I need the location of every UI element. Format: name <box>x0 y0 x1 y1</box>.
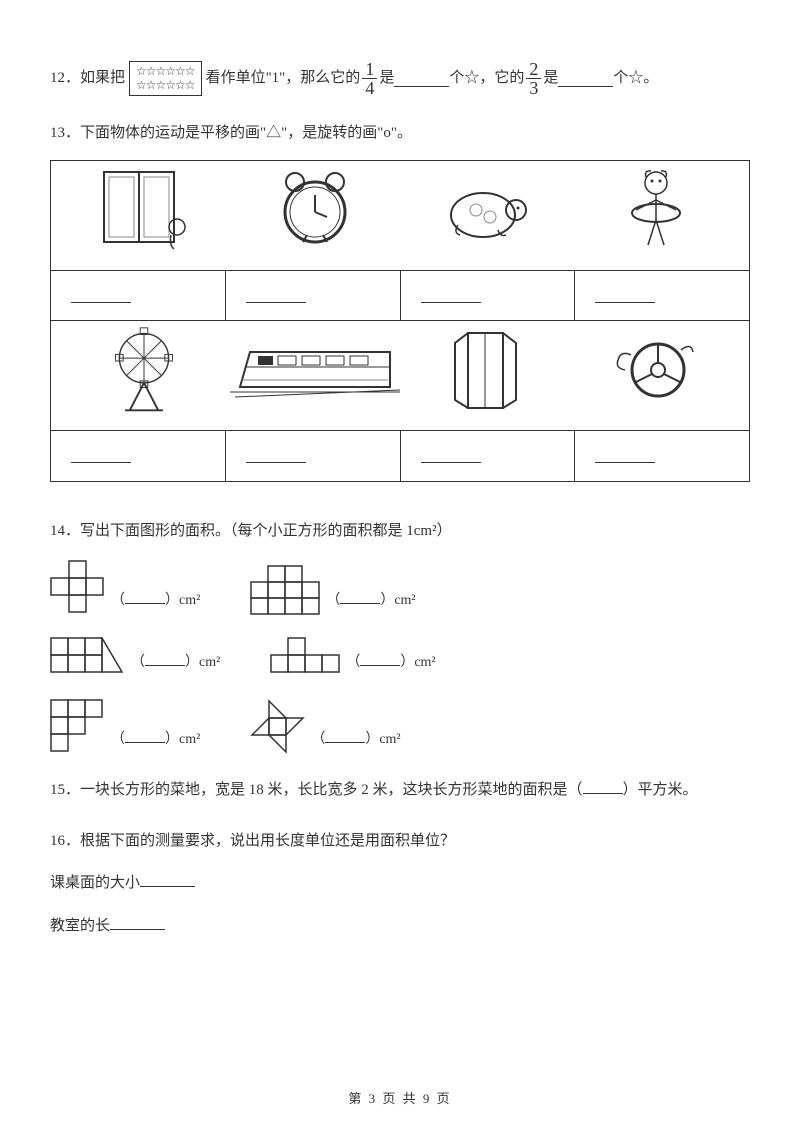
q12-mid4: 是 <box>543 64 558 93</box>
stars-row1: ☆☆☆☆☆☆ <box>136 65 195 78</box>
q15-num: 15 <box>50 782 65 798</box>
page-footer: 第 3 页 共 9 页 <box>0 1088 800 1107</box>
hoop-girl-icon <box>571 165 742 266</box>
picture-row-2 <box>51 321 749 431</box>
q15-suffix: ）平方米。 <box>623 782 698 798</box>
q12-mid1: 看作单位"1"，那么它的 <box>206 64 361 93</box>
question-16: 16．根据下面的测量要求，说出用长度单位还是用面积单位？ 课桌面的大小 教室的长 <box>50 827 750 941</box>
turtle-icon <box>400 175 571 256</box>
stars-row2: ☆☆☆☆☆☆ <box>136 79 195 92</box>
shape-plus: （）cm² <box>50 560 200 615</box>
picture-row-1 <box>51 161 749 271</box>
clock-icon <box>230 167 401 263</box>
fraction-1-4: 1 4 <box>362 60 377 97</box>
question-13: 13．下面物体的运动是平移的画"△"，是旋转的画"o"。 <box>50 119 750 482</box>
q16-text: ．根据下面的测量要求，说出用长度单位还是用面积单位？ <box>65 833 455 849</box>
shape-l: （）cm² <box>50 699 200 754</box>
answer-cell[interactable] <box>575 271 749 320</box>
door-icon <box>400 325 571 426</box>
answer-cell[interactable] <box>401 271 576 320</box>
window-icon <box>59 167 230 263</box>
blank-input[interactable] <box>145 651 185 666</box>
blank-input[interactable] <box>110 913 165 930</box>
q13-num: 13 <box>50 125 65 141</box>
answer-row-2 <box>51 431 749 481</box>
ferris-wheel-icon <box>59 325 230 426</box>
blank-input[interactable] <box>125 589 165 604</box>
motion-table <box>50 160 750 482</box>
q16-num: 16 <box>50 833 65 849</box>
answer-cell[interactable] <box>401 431 576 481</box>
shape-trapgrid: （）cm² <box>50 637 220 677</box>
blank-input[interactable] <box>394 70 449 87</box>
question-15: 15．一块长方形的菜地，宽是 18 米，长比宽多 2 米，这块长方形菜地的面积是… <box>50 776 750 805</box>
answer-cell[interactable] <box>226 271 401 320</box>
blank-input[interactable] <box>583 778 623 795</box>
blank-input[interactable] <box>340 589 380 604</box>
blank-input[interactable] <box>325 728 365 743</box>
question-12: 12 ．如果把 ☆☆☆☆☆☆ ☆☆☆☆☆☆ 看作单位"1"，那么它的 1 4 是… <box>50 60 750 97</box>
shape-t: （）cm² <box>270 637 435 677</box>
shape-pinwheel: （）cm² <box>250 699 400 754</box>
shape-rect6top: （）cm² <box>250 565 415 615</box>
q13-text: ．下面物体的运动是平移的画"△"，是旋转的画"o"。 <box>65 125 412 141</box>
q12-mid3: 个☆，它的 <box>449 64 524 93</box>
answer-row-1 <box>51 271 749 321</box>
q16-line2: 教室的长 <box>50 918 110 934</box>
q14-text: ．写出下面图形的面积。（每个小正方形的面积都是 1cm²） <box>65 523 452 539</box>
answer-cell[interactable] <box>51 431 226 481</box>
answer-cell[interactable] <box>51 271 226 320</box>
q12-prefix: ．如果把 <box>65 64 125 93</box>
q12-num: 12 <box>50 64 65 93</box>
fraction-2-3: 2 3 <box>526 60 541 97</box>
stars-box: ☆☆☆☆☆☆ ☆☆☆☆☆☆ <box>129 61 202 95</box>
q15-text: ．一块长方形的菜地，宽是 18 米，长比宽多 2 米，这块长方形菜地的面积是（ <box>65 782 583 798</box>
steering-wheel-icon <box>571 330 742 421</box>
blank-input[interactable] <box>125 728 165 743</box>
q12-mid2: 是 <box>379 64 394 93</box>
blank-input[interactable] <box>140 871 195 888</box>
q12-suffix: 个☆。 <box>613 64 658 93</box>
answer-cell[interactable] <box>226 431 401 481</box>
q14-num: 14 <box>50 523 65 539</box>
question-14: 14．写出下面图形的面积。（每个小正方形的面积都是 1cm²） （）cm² （）… <box>50 517 750 755</box>
q16-line1: 课桌面的大小 <box>50 875 140 891</box>
answer-cell[interactable] <box>575 431 749 481</box>
train-icon <box>230 332 401 418</box>
blank-input[interactable] <box>558 70 613 87</box>
blank-input[interactable] <box>360 651 400 666</box>
